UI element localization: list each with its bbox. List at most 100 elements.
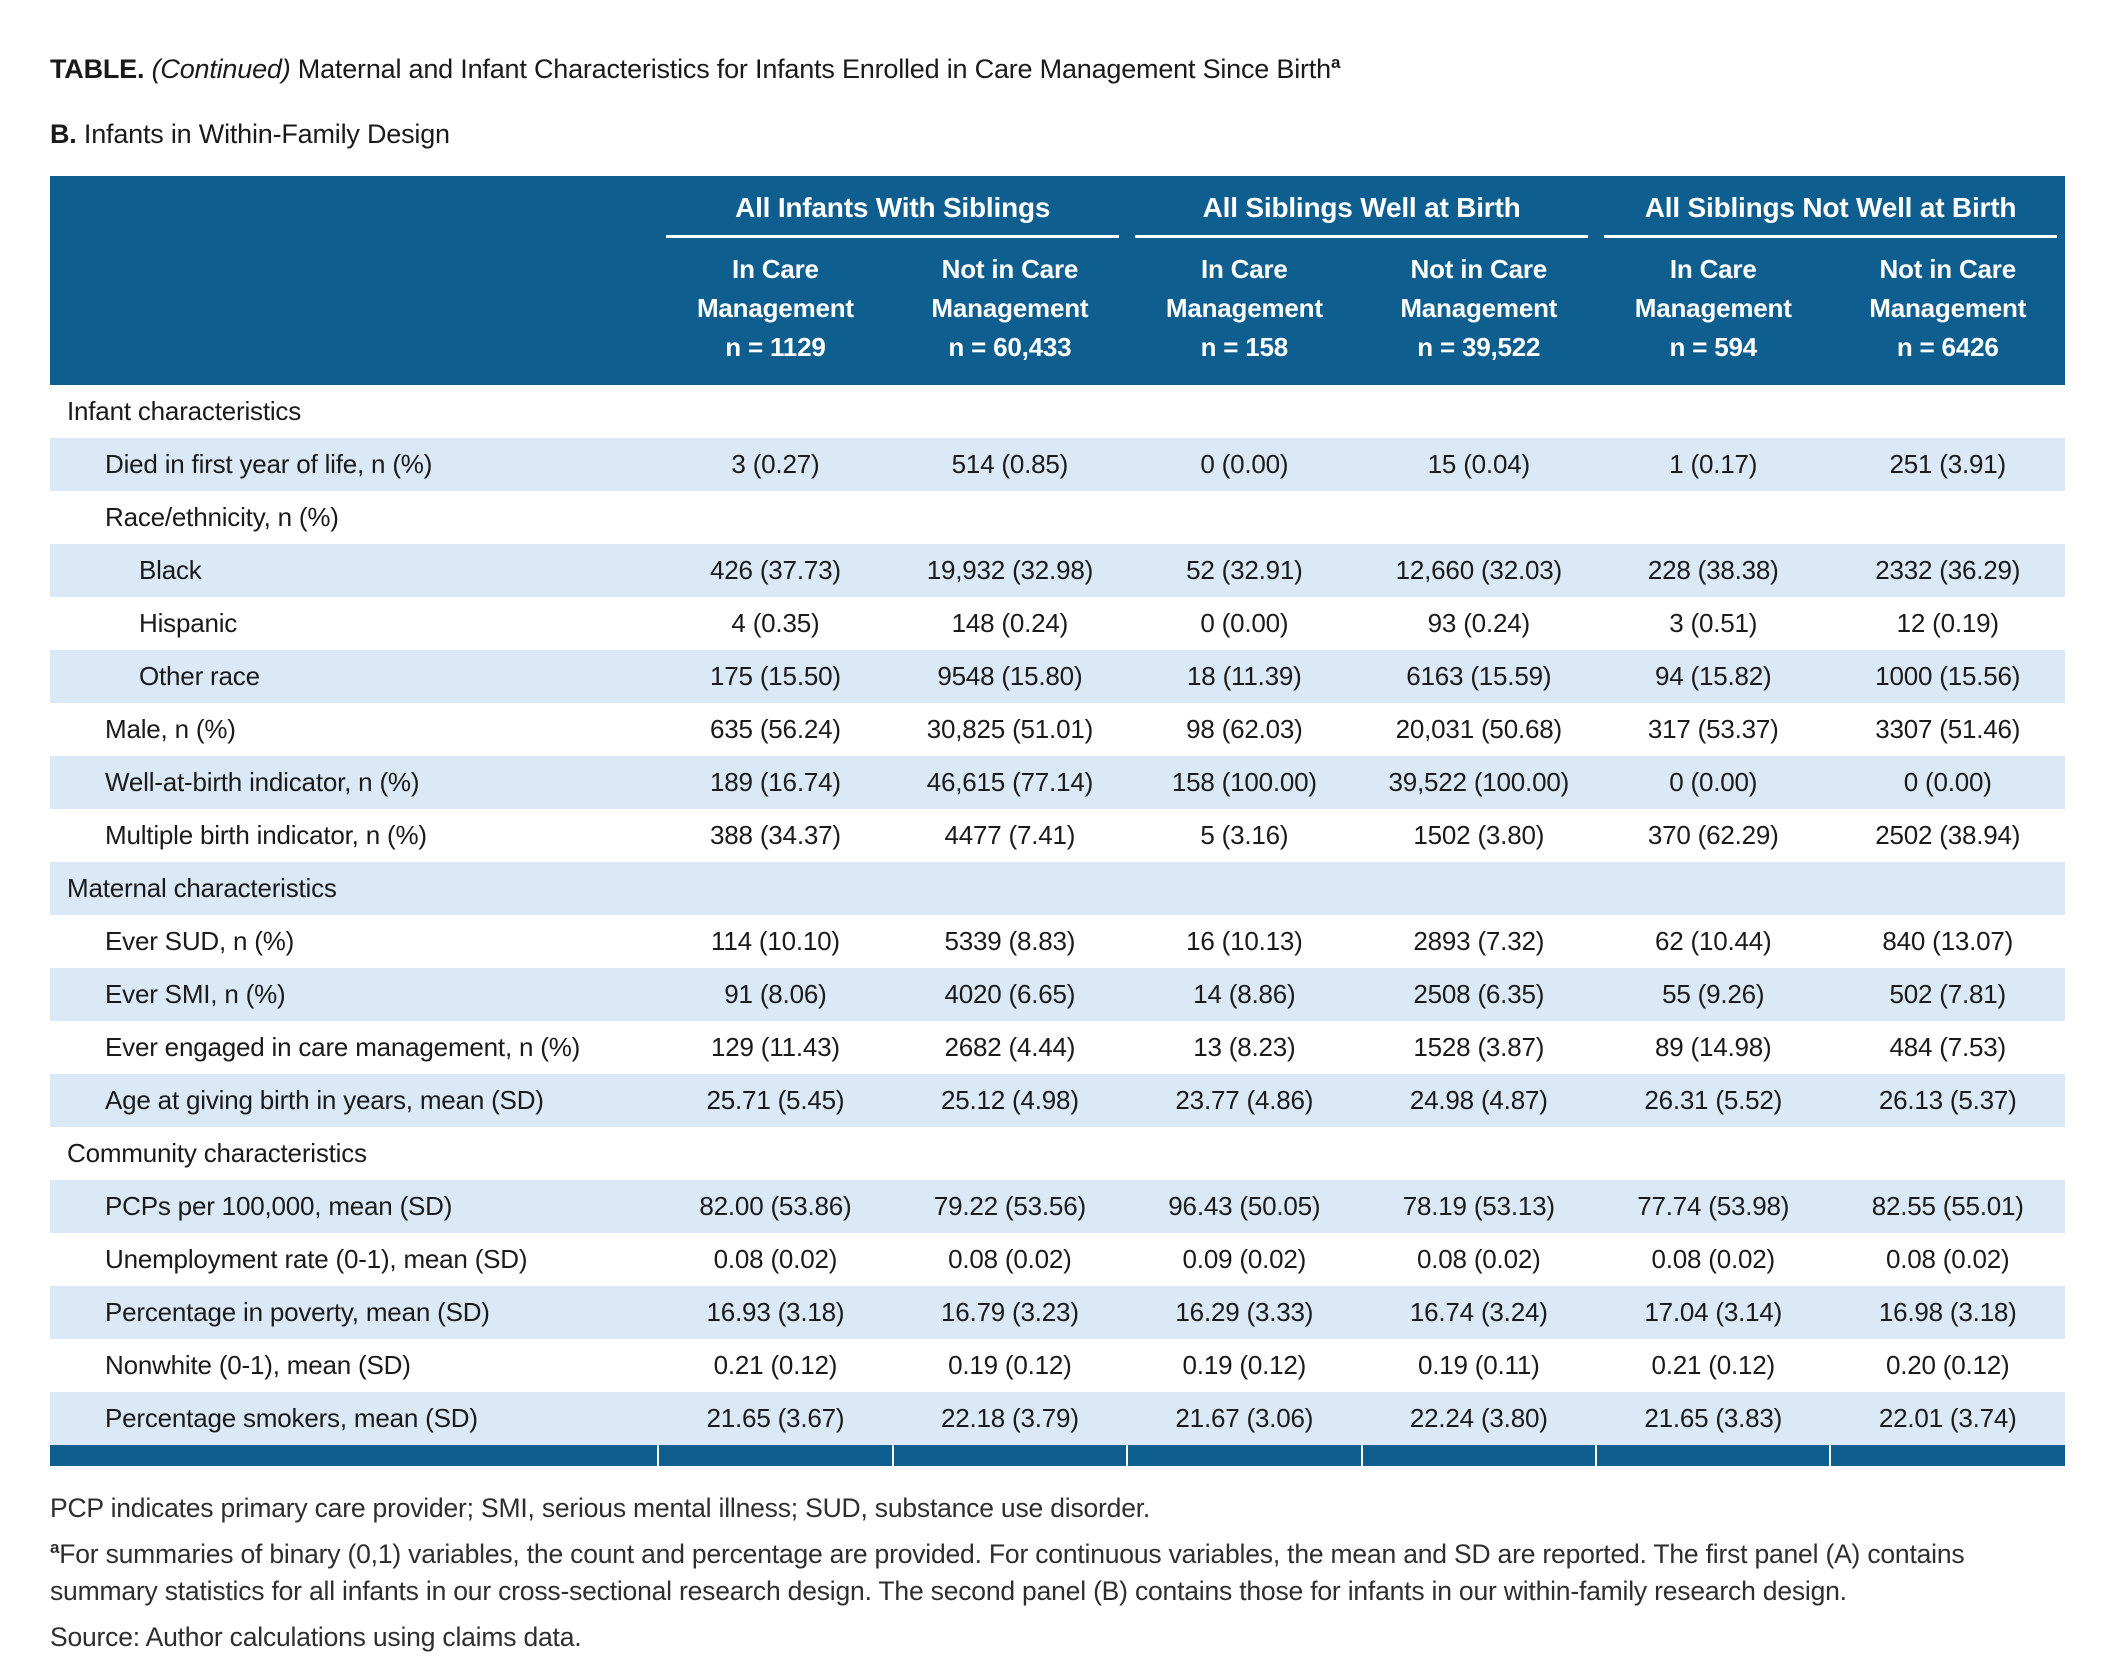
cell-value: 0.19 (0.12) xyxy=(948,1350,1072,1380)
column-group-label: All Siblings Well at Birth xyxy=(1135,192,1589,238)
cell-value: 77.74 (53.98) xyxy=(1637,1191,1790,1221)
cell-value: 94 (15.82) xyxy=(1654,661,1772,691)
bottom-bar-segment xyxy=(1126,1445,1362,1466)
cell-value xyxy=(1830,385,2065,438)
cell-value xyxy=(1830,491,2065,544)
row-label: Hispanic xyxy=(139,608,238,638)
cell-value xyxy=(1596,862,1830,915)
bottom-bar-segment xyxy=(1595,1445,1831,1466)
cell-value: 0 (0.00) xyxy=(1200,608,1289,638)
cell-value: 370 (62.29) xyxy=(1647,820,1779,850)
column-header-n: n = 39,522 xyxy=(1417,332,1541,362)
cell-value xyxy=(1830,1127,2065,1180)
table-row: Age at giving birth in years, mean (SD) 2… xyxy=(50,1074,2065,1127)
cell-value: 26.31 (5.52) xyxy=(1644,1085,1783,1115)
table-header: All Infants With Siblings All Siblings We… xyxy=(50,176,2065,385)
row-label: Black xyxy=(139,555,202,585)
cell-value: 0.19 (0.11) xyxy=(1417,1350,1540,1380)
cell-value: 0.08 (0.02) xyxy=(713,1244,838,1274)
cell-value: 15 (0.04) xyxy=(1427,449,1530,479)
cell-value: 21.65 (3.67) xyxy=(706,1403,845,1433)
column-header-line1: In Care xyxy=(1200,254,1288,284)
table-row: Black 426 (37.73) 19,932 (32.98) 52 (32.91)… xyxy=(50,544,2065,597)
cell-value: 0.21 (0.12) xyxy=(713,1350,838,1380)
cell-value: 89 (14.98) xyxy=(1654,1032,1772,1062)
cell-value: 4 (0.35) xyxy=(731,608,820,638)
header-subcolumn-row: In Care Management n = 1129 Not in Care Mana… xyxy=(50,238,2065,385)
cell-value: 0.19 (0.12) xyxy=(1182,1350,1307,1380)
cell-value: 0.20 (0.12) xyxy=(1885,1350,2010,1380)
cell-value: 39,522 (100.00) xyxy=(1388,767,1570,797)
cell-value xyxy=(893,491,1127,544)
table-row: Other race 175 (15.50) 9548 (15.80) 18 (11.… xyxy=(50,650,2065,703)
cell-value: 1502 (3.80) xyxy=(1413,820,1545,850)
cell-value: 317 (53.37) xyxy=(1647,714,1779,744)
row-label: Nonwhite (0-1), mean (SD) xyxy=(105,1350,411,1380)
cell-value: 2682 (4.44) xyxy=(944,1032,1076,1062)
cell-value: 6163 (15.59) xyxy=(1406,661,1552,691)
cell-value: 0.21 (0.12) xyxy=(1651,1350,1776,1380)
column-group-label: All Siblings Not Well at Birth xyxy=(1604,192,2057,238)
row-label: Percentage in poverty, mean (SD) xyxy=(105,1297,490,1327)
cell-value: 13 (8.23) xyxy=(1193,1032,1296,1062)
cell-value: 16.98 (3.18) xyxy=(1878,1297,2017,1327)
cell-value: 22.18 (3.79) xyxy=(940,1403,1079,1433)
table-row: Unemployment rate (0-1), mean (SD) 0.08 (… xyxy=(50,1233,2065,1286)
cell-value: 4477 (7.41) xyxy=(944,820,1076,850)
table-row: PCPs per 100,000, mean (SD) 82.00 (53.86)… xyxy=(50,1180,2065,1233)
table-row: Died in first year of life, n (%) 3 (0.27… xyxy=(50,438,2065,491)
cell-value: 14 (8.86) xyxy=(1193,979,1296,1009)
cell-value: 16.29 (3.33) xyxy=(1175,1297,1314,1327)
column-header-line2: Management xyxy=(1400,293,1558,323)
cell-value xyxy=(893,1127,1127,1180)
cell-value xyxy=(658,1127,892,1180)
cell-value: 2332 (36.29) xyxy=(1875,555,2021,585)
cell-value: 228 (38.38) xyxy=(1647,555,1779,585)
cell-value: 158 (100.00) xyxy=(1171,767,1317,797)
cell-value: 129 (11.43) xyxy=(711,1032,840,1062)
column-header-n: n = 1129 xyxy=(725,332,826,362)
cell-value: 635 (56.24) xyxy=(710,714,841,744)
cell-value: 91 (8.06) xyxy=(724,979,827,1009)
column-header-n: n = 6426 xyxy=(1896,332,1999,362)
bottom-bar-row xyxy=(50,1445,2065,1466)
cell-value xyxy=(1362,491,1596,544)
cell-value xyxy=(1127,385,1361,438)
cell-value xyxy=(893,862,1127,915)
bottom-bar-segment xyxy=(1360,1445,1597,1466)
cell-value: 3 (0.27) xyxy=(731,449,820,479)
cell-value: 484 (7.53) xyxy=(1889,1032,2006,1062)
cell-value: 0.08 (0.02) xyxy=(1417,1244,1541,1274)
table-row: Percentage smokers, mean (SD) 21.65 (3.67… xyxy=(50,1392,2065,1445)
column-header: Not in Care Management n = 39,522 xyxy=(1361,238,1597,385)
cell-value: 4020 (6.65) xyxy=(944,979,1076,1009)
cell-value: 148 (0.24) xyxy=(951,608,1069,638)
cell-value: 96.43 (50.05) xyxy=(1168,1191,1321,1221)
section-row: Race/ethnicity, n (%) xyxy=(50,491,2065,544)
cell-value: 79.22 (53.56) xyxy=(933,1191,1086,1221)
cell-value xyxy=(1362,862,1596,915)
cell-value: 16.74 (3.24) xyxy=(1409,1297,1548,1327)
column-group-header: All Infants With Siblings xyxy=(658,176,1128,238)
row-label: Ever SUD, n (%) xyxy=(105,926,295,956)
footnotes: PCP indicates primary care provider; SMI… xyxy=(50,1490,2065,1656)
column-header-line2: Management xyxy=(931,293,1089,323)
table-row: Nonwhite (0-1), mean (SD) 0.21 (0.12) 0.19… xyxy=(50,1339,2065,1392)
row-label: Community characteristics xyxy=(67,1138,367,1168)
cell-value: 0.09 (0.02) xyxy=(1182,1244,1307,1274)
cell-value: 16.93 (3.18) xyxy=(706,1297,845,1327)
column-header-n: n = 158 xyxy=(1200,332,1289,362)
row-label: PCPs per 100,000, mean (SD) xyxy=(105,1191,453,1221)
section-row: Maternal characteristics xyxy=(50,862,2065,915)
row-label: Age at giving birth in years, mean (SD) xyxy=(105,1085,544,1115)
table-row: Ever engaged in care management, n (%) 12… xyxy=(50,1021,2065,1074)
row-label: Male, n (%) xyxy=(105,714,236,744)
cell-value: 1000 (15.56) xyxy=(1875,661,2021,691)
column-header-line2: Management xyxy=(1634,293,1792,323)
cell-value: 388 (34.37) xyxy=(710,820,841,850)
column-header: In Care Management n = 1129 xyxy=(658,238,893,385)
column-group-label: All Infants With Siblings xyxy=(666,192,1120,238)
cell-value: 3 (0.51) xyxy=(1669,608,1758,638)
cell-value: 18 (11.39) xyxy=(1187,661,1302,691)
cell-value: 0.08 (0.02) xyxy=(1651,1244,1776,1274)
